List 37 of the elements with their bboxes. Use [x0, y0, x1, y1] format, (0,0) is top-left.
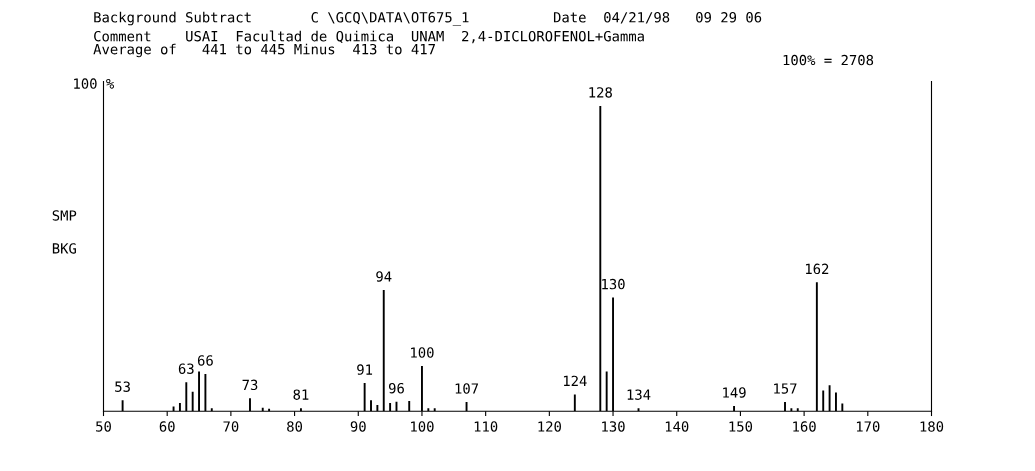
x-tick-label: 100 [411, 421, 434, 432]
annotation: 162 [805, 263, 829, 275]
x-tick-label: 170 [856, 421, 880, 432]
annotation: 66 [197, 355, 213, 366]
annotation: 94 [376, 271, 392, 282]
chart-subtitle: Comment USAI Facultad de Quimica UNAM 2,4-DICLOROFENOL+Gamma Average of 441 to 445 Minus 413 to 417 [93, 30, 644, 58]
annotation: 100 [411, 347, 434, 358]
annotation: 53 [115, 381, 130, 392]
annotation: 124 [563, 375, 587, 386]
text: BKG [52, 243, 76, 254]
x-tick-label: 130 [602, 421, 625, 432]
annotation: 81 [293, 389, 309, 400]
annotation: 130 [602, 278, 625, 290]
text: 100% = 2708 [783, 54, 874, 66]
x-tick-label: 50 [96, 421, 111, 432]
x-tick-label: 180 [920, 421, 944, 432]
annotation: 149 [723, 387, 746, 398]
x-tick-label: 90 [350, 421, 366, 432]
text: SMP [52, 210, 77, 221]
x-tick-label: 80 [287, 421, 303, 432]
annotation: 96 [388, 382, 404, 394]
x-tick-label: 140 [665, 421, 689, 432]
annotation: 107 [455, 383, 479, 394]
x-tick-label: 150 [729, 421, 753, 432]
x-tick-label: 70 [223, 421, 239, 432]
annotation: 128 [589, 87, 612, 98]
annotation: 91 [357, 364, 373, 375]
chart-title: Background Subtract C \GCQ\DATA\OT675_1 Date 04/21/98 09 29 06 [94, 11, 762, 26]
text: 100 % [74, 78, 115, 89]
x-tick-label: 60 [159, 421, 175, 432]
annotation: 73 [242, 379, 258, 391]
x-tick-label: 110 [474, 421, 498, 432]
x-tick-label: 120 [538, 421, 561, 432]
annotation: 134 [627, 389, 651, 400]
annotation: 63 [178, 363, 194, 374]
annotation: 157 [774, 383, 797, 394]
x-tick-label: 160 [793, 421, 816, 432]
